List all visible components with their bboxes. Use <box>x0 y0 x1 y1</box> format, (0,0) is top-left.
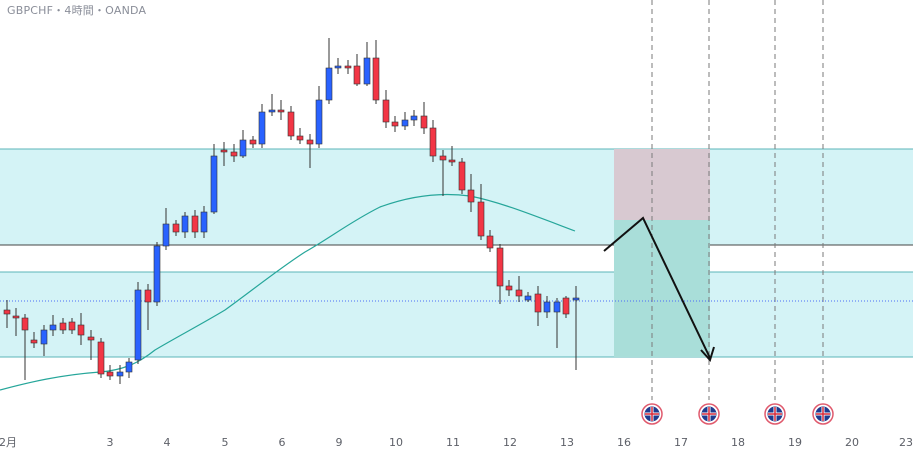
x-axis-tick-label: 18 <box>731 436 745 449</box>
candle-body <box>410 115 418 121</box>
candle-body <box>401 119 409 127</box>
candle-body <box>125 361 133 373</box>
x-axis-tick-label: 6 <box>279 436 286 449</box>
stop-loss-box <box>614 149 710 220</box>
candle-body <box>258 111 266 145</box>
candle-body <box>486 235 494 249</box>
x-axis-tick-label: 9 <box>336 436 343 449</box>
candle-body <box>59 322 67 331</box>
candle-body <box>153 245 161 303</box>
candle-body <box>12 315 20 319</box>
candle-body <box>543 301 551 313</box>
candle-body <box>353 65 361 85</box>
candle-body <box>49 324 57 331</box>
candle-body <box>344 65 352 69</box>
candles-group <box>3 38 580 384</box>
candle-body <box>315 99 323 145</box>
candle-body <box>77 324 85 336</box>
candle-body <box>515 289 523 297</box>
x-axis-tick-label: 4 <box>164 436 171 449</box>
candle-body <box>448 159 456 163</box>
candle-body <box>116 371 124 377</box>
x-axis-tick-label: 17 <box>674 436 688 449</box>
upper-zone <box>0 149 913 245</box>
candle-body <box>458 161 466 191</box>
candle-body <box>296 135 304 141</box>
candle-body <box>172 223 180 233</box>
candle-body <box>40 329 48 345</box>
candle-body <box>420 115 428 129</box>
candle-body <box>220 149 228 153</box>
projection-arrow <box>603 216 711 359</box>
x-axis-tick-label: 3 <box>107 436 114 449</box>
candle-body <box>524 295 532 301</box>
candle-body <box>391 121 399 127</box>
candle-body <box>505 285 513 291</box>
x-axis-tick-label: 20 <box>845 436 859 449</box>
x-axis-tick-label: 13 <box>560 436 574 449</box>
candle-body <box>306 139 314 145</box>
x-axis-tick-label: 10 <box>389 436 403 449</box>
x-axis-tick-label: 2月 <box>0 436 17 449</box>
candle-body <box>68 321 76 331</box>
arrow-head-icon <box>700 346 715 362</box>
candle-body <box>239 139 247 157</box>
lower-zone <box>0 272 913 357</box>
x-axis-tick-label: 11 <box>446 436 460 449</box>
candle-body <box>268 109 276 113</box>
x-axis-tick-label: 5 <box>222 436 229 449</box>
candle-body <box>97 341 105 375</box>
candle-body <box>21 317 29 331</box>
candle-body <box>87 336 95 341</box>
candle-body <box>496 247 504 287</box>
x-axis-tick-label: 16 <box>617 436 631 449</box>
candle-body <box>372 57 380 101</box>
candle-body <box>181 215 189 233</box>
symbol-title[interactable]: GBPCHF・4時間・OANDA <box>7 4 147 17</box>
candle-body <box>30 339 38 344</box>
x-axis-tick-label: 12 <box>503 436 517 449</box>
candle-body <box>325 67 333 101</box>
candle-body <box>230 151 238 157</box>
take-profit-box <box>614 220 710 357</box>
candle-body <box>439 155 447 161</box>
x-axis-tick-label: 23 <box>899 436 913 449</box>
candle-body <box>200 211 208 233</box>
candle-body <box>144 289 152 303</box>
candle-body <box>162 223 170 247</box>
candle-body <box>382 99 390 123</box>
candle-body <box>191 215 199 233</box>
candle-body <box>287 111 295 137</box>
candle-body <box>429 127 437 157</box>
candle-body <box>106 371 114 377</box>
candle-body <box>553 301 561 313</box>
candle-body <box>210 155 218 213</box>
candle-body <box>477 201 485 237</box>
candle-body <box>334 65 342 69</box>
candle-body <box>277 109 285 113</box>
x-axis-tick-label: 19 <box>788 436 802 449</box>
candle-body <box>562 297 570 315</box>
candle-body <box>572 297 580 301</box>
candle-body <box>134 289 142 361</box>
candle-body <box>467 189 475 203</box>
candle-body <box>534 293 542 313</box>
candle-body <box>363 57 371 85</box>
candle-body <box>249 139 257 145</box>
candle-body <box>3 309 11 315</box>
